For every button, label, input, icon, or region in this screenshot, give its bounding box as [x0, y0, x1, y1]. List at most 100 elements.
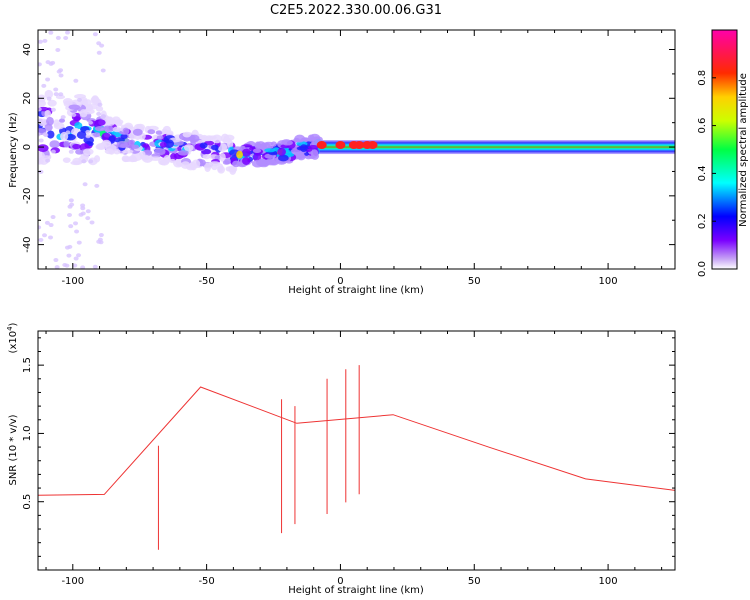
heatmap-cell [48, 235, 54, 240]
heatmap-cell [265, 158, 276, 165]
heatmap-cell [47, 99, 57, 107]
snr-frame [37, 330, 676, 571]
heatmap-cell [254, 141, 261, 149]
heatmap-cell [74, 94, 86, 99]
heatmap-cell [74, 229, 80, 234]
heatmap-cell [217, 163, 224, 173]
heatmap-y-tick-label: -40 [22, 236, 33, 252]
heatmap-cell [156, 135, 164, 140]
heatmap-cell [55, 35, 61, 40]
heatmap-cell [189, 134, 200, 143]
heatmap-cell [68, 198, 74, 203]
colorbar-tick-label: 0.8 [697, 70, 708, 86]
heatmap-x-tick-label: -100 [61, 276, 84, 287]
heatmap-y-tick-label: 40 [22, 43, 33, 56]
heatmap-cell [54, 265, 60, 269]
heatmap-cell [294, 134, 306, 143]
colorbar-tick-label: 0.2 [697, 213, 708, 229]
snr-panel: -100 -50 0 50 100 0.5 1.0 1.5 Height of straig… [6, 322, 676, 596]
heatmap-cell [100, 114, 106, 119]
heatmap-cell [161, 128, 168, 134]
heatmap-cell [44, 109, 52, 119]
heatmap-cell [58, 73, 64, 78]
heatmap-cell [182, 136, 191, 142]
heatmap-hotspot [316, 141, 327, 150]
heatmap-y-ticks: -40 -20 0 20 40 [22, 43, 675, 270]
heatmap-cell [58, 118, 66, 123]
heatmap-cell [211, 164, 218, 171]
snr-y-tick-label: 1.0 [22, 425, 33, 441]
heatmap-cell [103, 124, 114, 133]
heatmap-cell [94, 119, 106, 126]
heatmap-cell [38, 144, 49, 152]
heatmap-hotspot [335, 141, 346, 150]
heatmap-cell [92, 264, 98, 269]
heatmap-cell [281, 140, 293, 146]
heatmap-cell [77, 97, 83, 102]
heatmap-cell [67, 244, 73, 249]
heatmap-y-label: Frequency (Hz) [8, 112, 19, 188]
heatmap-cell [214, 155, 222, 161]
heatmap-cell [45, 77, 51, 82]
heatmap-cell [41, 83, 47, 88]
heatmap-cell [68, 104, 81, 110]
heatmap-y-tick-label: 0 [22, 144, 33, 150]
heatmap-cell [38, 99, 46, 107]
heatmap-cell [229, 166, 237, 175]
heatmap-cell [53, 122, 65, 130]
heatmap-cell [62, 157, 71, 163]
heatmap-cell [69, 202, 75, 207]
snr-x-label: Height of straight line (km) [288, 585, 424, 596]
heatmap-cell [210, 144, 219, 151]
ridge-band [300, 140, 675, 155]
heatmap-layer [38, 30, 675, 269]
heatmap-cell [65, 130, 71, 135]
heatmap-cell [62, 98, 73, 106]
heatmap-cell [132, 128, 143, 136]
heatmap-cell [38, 158, 44, 165]
heatmap-cell [73, 221, 79, 226]
colorbar: 0.0 0.2 0.4 0.6 0.8 Normalized spectral ampl… [697, 29, 749, 277]
heatmap-x-tick-label: -50 [198, 276, 214, 287]
heatmap-cell [85, 209, 91, 214]
heatmap-cell [73, 78, 79, 83]
heatmap-y-tick-label: 20 [22, 92, 33, 105]
heatmap-x-tick-label: 100 [599, 276, 618, 287]
heatmap-cell [80, 203, 86, 208]
heatmap-cell [147, 129, 156, 135]
heatmap-cell [154, 148, 166, 156]
snr-x-tick-label: 100 [599, 576, 618, 587]
heatmap-cell [169, 158, 176, 164]
heatmap-cell [277, 154, 289, 162]
heatmap-cell [312, 136, 323, 143]
heatmap-cell [48, 223, 54, 228]
snr-line [38, 386, 675, 496]
heatmap-cell [66, 212, 72, 217]
snr-x-ticks: -100 -50 0 50 100 [45, 331, 663, 587]
heatmap-cell [208, 161, 221, 166]
heatmap-cell [46, 130, 55, 139]
heatmap-cell [211, 134, 223, 144]
heatmap-cell [308, 144, 319, 150]
heatmap-cell [242, 157, 251, 165]
heatmap-cell [44, 220, 50, 225]
heatmap-cell [38, 237, 44, 242]
colorbar-gradient [711, 29, 738, 270]
heatmap-cell [38, 151, 45, 160]
heatmap-cell [100, 68, 106, 73]
heatmap-cell [236, 150, 243, 159]
colorbar-label: Normalized spectral amplitude [738, 73, 749, 227]
heatmap-x-tick-label: 0 [337, 276, 343, 287]
heatmap-cell [122, 156, 134, 162]
heatmap-cell [60, 131, 69, 141]
heatmap-cell [55, 94, 66, 100]
heatmap-cell [159, 141, 167, 148]
heatmap-cell [85, 129, 91, 134]
heatmap-cell [199, 142, 208, 149]
heatmap-cell [163, 154, 171, 164]
heatmap-cell [42, 38, 48, 43]
heatmap-cell [138, 151, 146, 157]
heatmap-cell [65, 30, 71, 35]
heatmap-cell [60, 115, 66, 120]
snr-y-label: SNR (10 * v/v) [8, 414, 19, 485]
